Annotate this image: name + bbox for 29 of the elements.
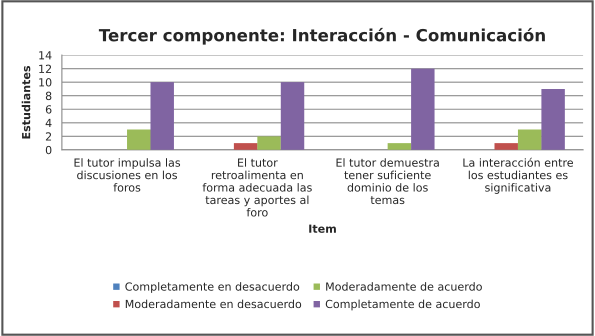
bar xyxy=(234,143,258,150)
y-tick-label: 4 xyxy=(46,118,52,128)
bar xyxy=(127,130,150,150)
bar xyxy=(494,143,518,150)
bar xyxy=(411,68,435,150)
x-tick-label: El tutor demuestra tener suficiente dominio de los temas xyxy=(336,158,439,204)
bar xyxy=(280,82,304,150)
legend-label: Moderadamente de acuerdo xyxy=(326,282,482,291)
bar xyxy=(541,88,565,150)
legend-label: Completamente en desacuerdo xyxy=(125,282,300,293)
y-axis-title: Estudiantes xyxy=(22,66,30,138)
bar xyxy=(257,136,281,150)
bar xyxy=(518,130,542,150)
y-tick-label: 14 xyxy=(39,51,52,60)
bar xyxy=(388,143,412,150)
chart-title: Tercer componente: Interacción - Comunicación xyxy=(98,28,545,45)
x-tick-label: El tutor impulsa las discusiones en los foros xyxy=(74,158,180,192)
legend-label: Moderadamente en desacuerdo xyxy=(126,300,302,308)
y-tick-label: 0 xyxy=(46,146,52,154)
x-axis-title: Item xyxy=(309,224,336,233)
y-tick-label: 12 xyxy=(39,64,52,73)
y-tick-label: 8 xyxy=(46,92,52,100)
legend-label: Completamente de acuerdo xyxy=(326,300,480,310)
x-tick-label: La interacción entre los estudiantes es significativa xyxy=(463,158,574,194)
x-tick-label: El tutor retroalimenta en forma adecuada las tareas y aportes al foro xyxy=(202,158,312,217)
y-tick-label: 2 xyxy=(46,132,52,141)
y-tick-label: 6 xyxy=(46,105,52,114)
bar xyxy=(150,82,174,150)
y-tick-label: 10 xyxy=(39,78,52,87)
